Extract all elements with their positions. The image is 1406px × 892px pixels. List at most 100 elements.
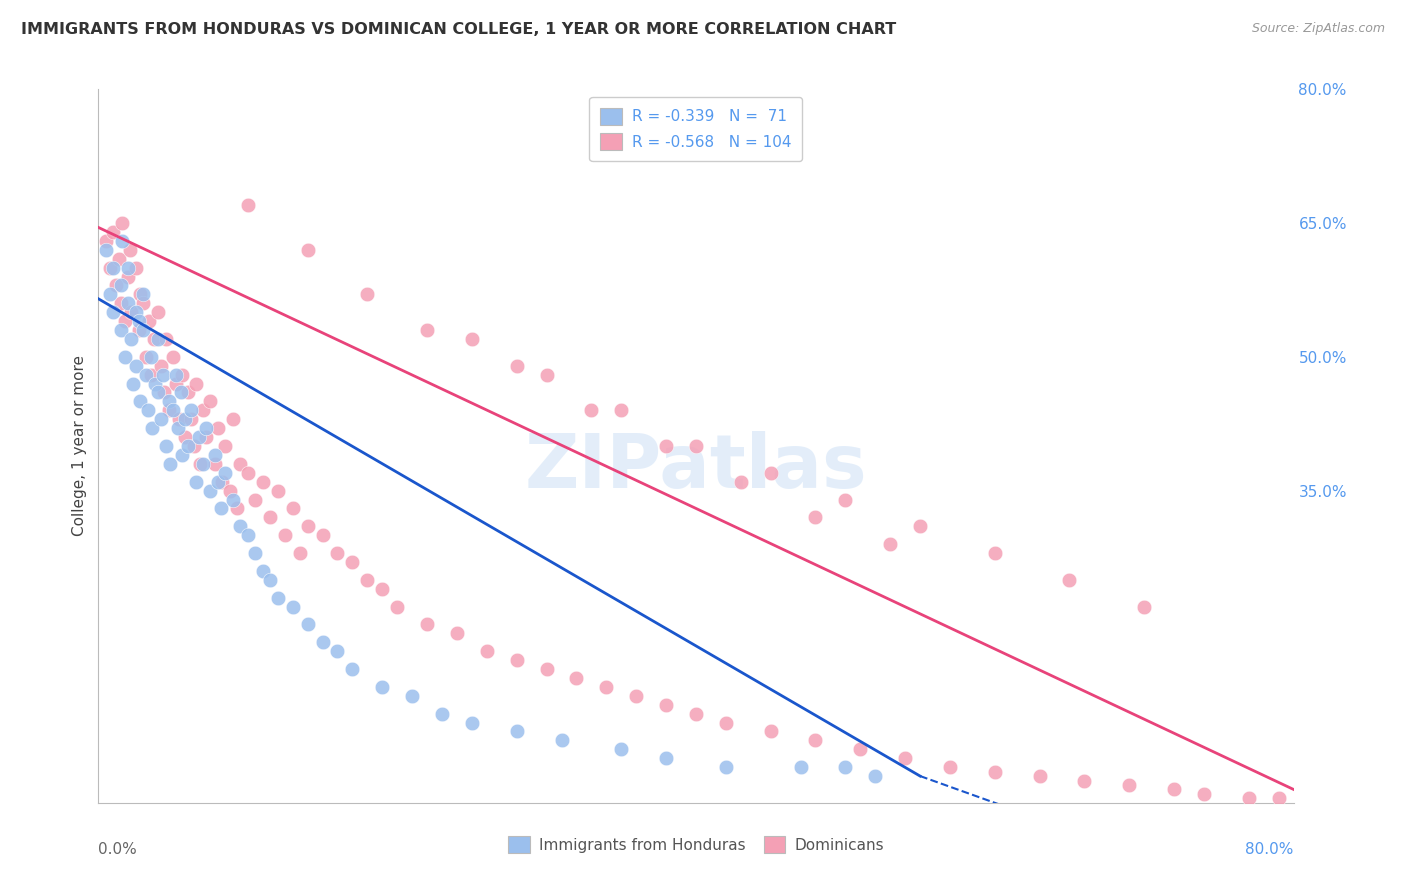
Point xyxy=(245,492,267,507)
Point xyxy=(371,680,394,694)
Point xyxy=(311,528,333,542)
Point xyxy=(655,751,678,765)
Point xyxy=(143,376,166,391)
Point xyxy=(111,216,134,230)
Point xyxy=(157,394,180,409)
Point xyxy=(177,439,200,453)
Point xyxy=(150,412,173,426)
Point xyxy=(183,439,205,453)
Point xyxy=(834,760,856,774)
Point xyxy=(1237,791,1260,805)
Point xyxy=(789,760,811,774)
Point xyxy=(211,475,233,489)
Point xyxy=(191,457,214,471)
Point xyxy=(111,234,134,248)
Point xyxy=(204,457,226,471)
Text: Source: ZipAtlas.com: Source: ZipAtlas.com xyxy=(1251,22,1385,36)
Point xyxy=(94,234,117,248)
Y-axis label: College, 1 year or more: College, 1 year or more xyxy=(72,356,87,536)
Point xyxy=(1267,791,1289,805)
Point xyxy=(1028,769,1050,783)
Point xyxy=(121,376,143,391)
Point xyxy=(281,501,304,516)
Point xyxy=(804,733,827,747)
Point xyxy=(136,403,159,417)
Point xyxy=(849,742,872,756)
Point xyxy=(195,430,218,444)
Point xyxy=(148,305,170,319)
Point xyxy=(105,278,128,293)
Point xyxy=(1118,778,1140,792)
Point xyxy=(894,751,917,765)
Point xyxy=(169,385,191,400)
Point xyxy=(356,573,378,587)
Point xyxy=(219,483,242,498)
Point xyxy=(446,626,468,640)
Point xyxy=(565,671,588,685)
Point xyxy=(184,475,207,489)
Point xyxy=(416,323,439,337)
Point xyxy=(204,448,226,462)
Point xyxy=(342,555,364,569)
Point xyxy=(103,260,125,275)
Point xyxy=(610,403,633,417)
Point xyxy=(297,243,319,257)
Point xyxy=(288,546,311,560)
Point xyxy=(166,421,188,435)
Point xyxy=(155,332,177,346)
Point xyxy=(165,368,187,382)
Point xyxy=(139,368,162,382)
Point xyxy=(297,617,319,632)
Point xyxy=(252,475,274,489)
Point xyxy=(141,421,163,435)
Point xyxy=(108,252,131,266)
Point xyxy=(132,287,155,301)
Point xyxy=(274,528,297,542)
Point xyxy=(110,278,132,293)
Point xyxy=(267,591,290,605)
Text: 80.0%: 80.0% xyxy=(1246,842,1294,857)
Point xyxy=(222,492,245,507)
Point xyxy=(180,403,202,417)
Point xyxy=(685,439,707,453)
Point xyxy=(834,492,856,507)
Point xyxy=(550,733,572,747)
Point xyxy=(342,662,364,676)
Point xyxy=(174,430,197,444)
Point xyxy=(103,225,125,239)
Point xyxy=(759,466,782,480)
Point xyxy=(94,243,117,257)
Point xyxy=(153,385,176,400)
Point xyxy=(129,394,152,409)
Point xyxy=(200,483,222,498)
Point xyxy=(200,394,222,409)
Point xyxy=(148,332,170,346)
Point xyxy=(506,724,529,739)
Point xyxy=(236,466,259,480)
Point xyxy=(114,314,136,328)
Point xyxy=(714,760,737,774)
Point xyxy=(172,448,194,462)
Point xyxy=(125,359,148,373)
Point xyxy=(214,466,236,480)
Point xyxy=(236,198,259,212)
Point xyxy=(120,305,142,319)
Point xyxy=(475,644,498,658)
Point xyxy=(581,403,603,417)
Point xyxy=(142,332,165,346)
Point xyxy=(152,368,174,382)
Point xyxy=(655,439,678,453)
Point xyxy=(117,296,139,310)
Point xyxy=(714,715,737,730)
Point xyxy=(128,314,150,328)
Point xyxy=(132,296,155,310)
Point xyxy=(685,706,707,721)
Point xyxy=(207,421,229,435)
Text: 0.0%: 0.0% xyxy=(98,842,138,857)
Point xyxy=(626,689,648,703)
Point xyxy=(98,287,122,301)
Point xyxy=(125,260,148,275)
Point xyxy=(259,573,281,587)
Point xyxy=(610,742,633,756)
Point xyxy=(326,546,349,560)
